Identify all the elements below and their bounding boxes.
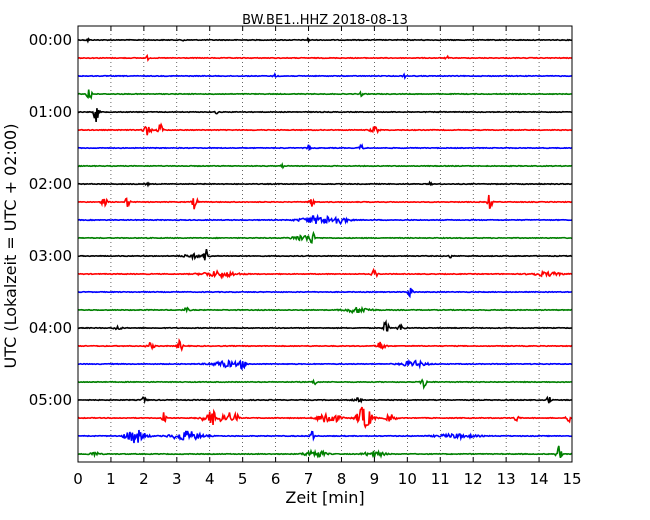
y-axis-label: UTC (Lokalzeit = UTC + 02:00) xyxy=(1,124,20,369)
seismogram-trace xyxy=(77,143,573,151)
seismogram-trace xyxy=(77,305,573,315)
seismogram-trace xyxy=(77,267,573,280)
seismogram-trace xyxy=(77,378,573,390)
y-axis-ticks: 00:00 01:00 02:00 03:00 04:00 05:00 xyxy=(29,31,572,409)
seismogram-trace xyxy=(77,122,573,136)
seismogram-trace xyxy=(77,36,573,44)
x-tick-label: 7 xyxy=(304,470,314,488)
seismogram-trace xyxy=(77,89,573,100)
x-tick-label: 1 xyxy=(106,470,116,488)
x-tick-label: 4 xyxy=(205,470,215,488)
seismogram-trace xyxy=(77,406,573,429)
y-tick-label: 02:00 xyxy=(29,175,72,193)
x-tick-label: 0 xyxy=(73,470,83,488)
y-tick-label: 03:00 xyxy=(29,247,72,265)
seismogram-trace xyxy=(77,445,573,459)
seismogram-trace xyxy=(77,429,573,444)
x-tick-label: 12 xyxy=(464,470,483,488)
x-tick-label: 14 xyxy=(530,470,549,488)
x-tick-label: 15 xyxy=(562,470,581,488)
seismogram-trace xyxy=(77,338,573,353)
seismogram-trace xyxy=(77,108,573,123)
x-tick-label: 3 xyxy=(172,470,182,488)
x-tick-label: 6 xyxy=(271,470,281,488)
y-tick-label: 00:00 xyxy=(29,31,72,49)
chart-title: BW.BE1..HHZ 2018-08-13 xyxy=(242,13,408,28)
seismogram-trace xyxy=(77,248,573,262)
x-tick-label: 13 xyxy=(497,470,516,488)
y-tick-label: 05:00 xyxy=(29,391,72,409)
x-tick-label: 9 xyxy=(370,470,380,488)
seismogram-trace xyxy=(77,230,573,244)
seismogram-trace xyxy=(77,180,573,188)
x-tick-label: 11 xyxy=(431,470,450,488)
grid-lines xyxy=(110,26,540,462)
seismogram-trace xyxy=(77,162,573,170)
x-tick-label: 5 xyxy=(238,470,248,488)
seismogram-trace xyxy=(77,194,573,210)
x-axis-label: Zeit [min] xyxy=(285,488,364,507)
seismogram-trace xyxy=(77,53,573,62)
x-tick-label: 2 xyxy=(139,470,149,488)
seismogram-traces xyxy=(77,36,573,459)
y-tick-label: 01:00 xyxy=(29,103,72,121)
seismogram-trace xyxy=(77,72,573,80)
x-tick-label: 10 xyxy=(398,470,417,488)
seismogram-trace xyxy=(77,287,573,299)
seismogram-trace xyxy=(77,319,573,332)
seismogram-trace xyxy=(77,358,573,371)
x-tick-label: 8 xyxy=(337,470,347,488)
x-axis-ticks: 0 1 2 3 4 5 6 7 8 9 10 11 12 13 14 15 xyxy=(73,26,582,488)
seismogram-trace xyxy=(77,395,573,405)
plot-frame xyxy=(77,25,573,463)
seismogram-trace xyxy=(77,213,573,226)
y-tick-label: 04:00 xyxy=(29,319,72,337)
